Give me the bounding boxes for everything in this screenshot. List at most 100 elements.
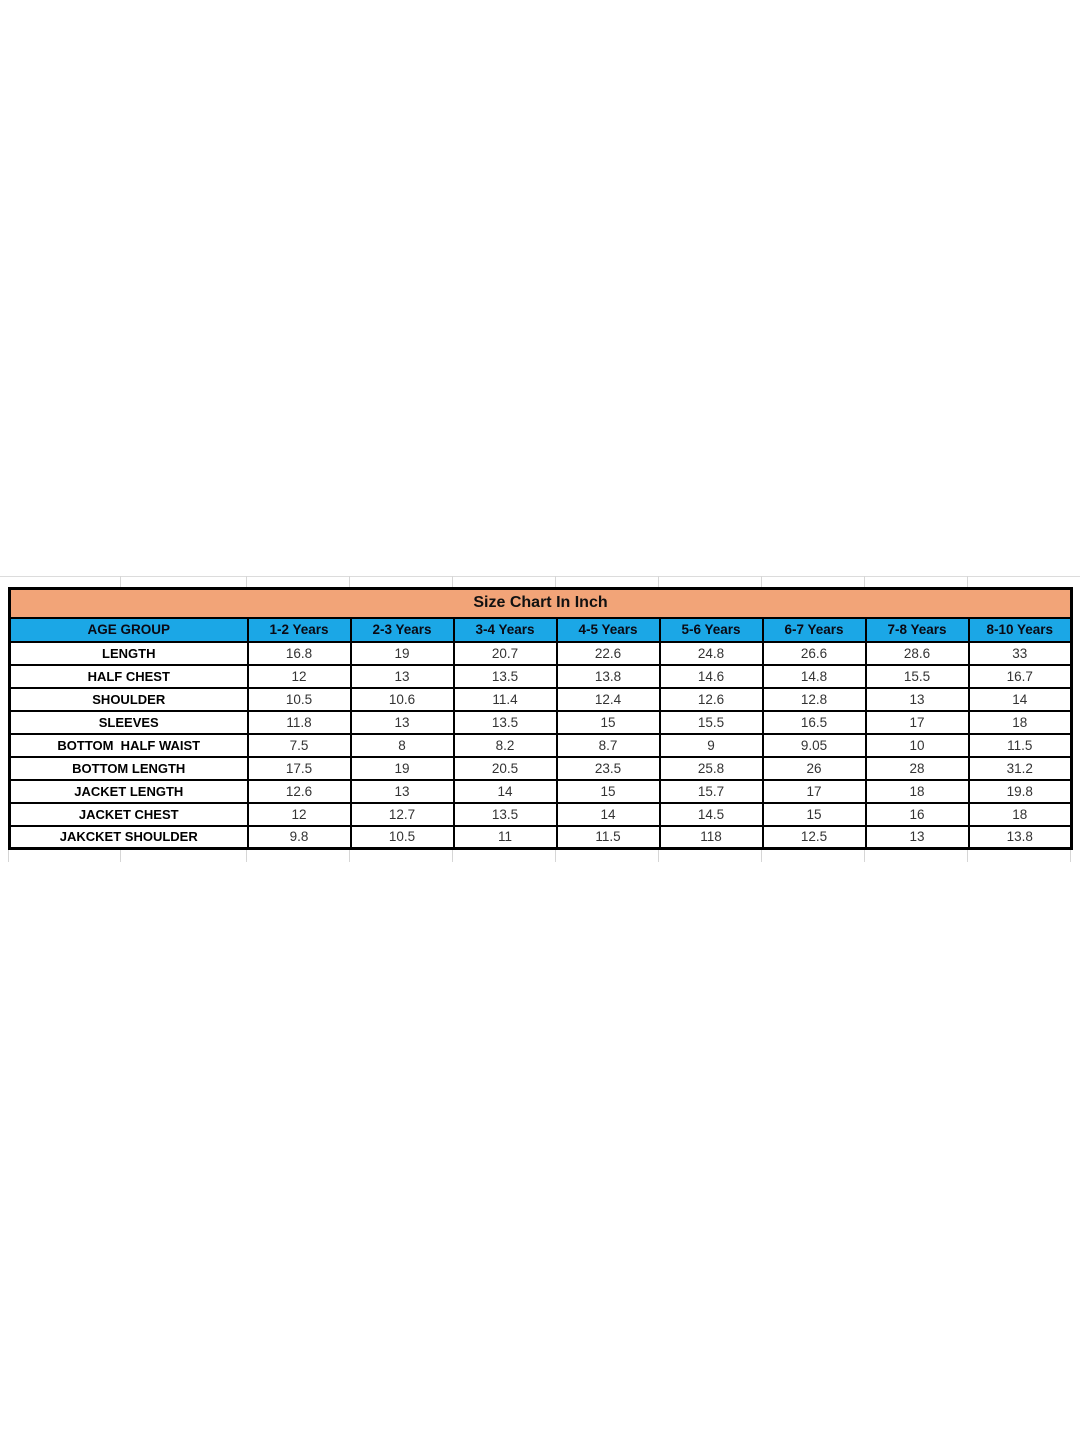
value-cell: 13.8 (555, 663, 661, 689)
gridline-stub (967, 849, 968, 862)
value-cell: 15 (761, 801, 867, 827)
value-cell: 17.5 (246, 755, 352, 781)
size-chart-table: Size Chart In Inch AGE GROUP 1-2 Years 2-3… (8, 587, 1073, 850)
column-header: 2-3 Years (349, 616, 455, 643)
value-cell: 12.6 (658, 686, 764, 712)
table-title-row: Size Chart In Inch (8, 587, 1073, 619)
gridline-stub (1070, 849, 1071, 862)
value-cell: 118 (658, 824, 764, 850)
value-cell: 9 (658, 732, 764, 758)
gridline-stub (8, 849, 9, 862)
row-label-cell: HALF CHEST (8, 663, 249, 689)
value-cell: 13 (349, 709, 455, 735)
value-cell: 20.7 (452, 640, 558, 666)
value-cell: 11.5 (555, 824, 661, 850)
value-cell: 23.5 (555, 755, 661, 781)
gridline-stub (246, 576, 247, 587)
value-cell: 13.5 (452, 709, 558, 735)
value-cell: 10.6 (349, 686, 455, 712)
gridline-stub (349, 576, 350, 587)
column-header: 4-5 Years (555, 616, 661, 643)
gridline-stub (246, 849, 247, 862)
value-cell: 16.5 (761, 709, 867, 735)
value-cell: 19 (349, 640, 455, 666)
gridline-stub (864, 849, 865, 862)
gridline-stub (658, 849, 659, 862)
gridline-stub (658, 576, 659, 587)
row-label-cell: BOTTOM HALF WAIST (8, 732, 249, 758)
column-header: 6-7 Years (761, 616, 867, 643)
value-cell: 14.6 (658, 663, 764, 689)
value-cell: 13 (349, 663, 455, 689)
gridline-stub (967, 576, 968, 587)
gridline-stub (761, 576, 762, 587)
value-cell: 12.7 (349, 801, 455, 827)
value-cell: 10.5 (246, 686, 352, 712)
table-row: BOTTOM HALF WAIST 7.5 8 8.2 8.7 9 9.05 10 11.5 (8, 732, 1073, 758)
row-label-cell: LENGTH (8, 640, 249, 666)
value-cell: 28 (864, 755, 970, 781)
column-header-age-group: AGE GROUP (8, 616, 249, 643)
value-cell: 14.5 (658, 801, 764, 827)
row-label-cell: SHOULDER (8, 686, 249, 712)
value-cell: 10.5 (349, 824, 455, 850)
value-cell: 9.05 (761, 732, 867, 758)
gridline-stub (120, 576, 121, 587)
value-cell: 15.7 (658, 778, 764, 804)
column-header: 8-10 Years (967, 616, 1073, 643)
value-cell: 14 (452, 778, 558, 804)
value-cell: 16.8 (246, 640, 352, 666)
table-title: Size Chart In Inch (8, 587, 1073, 619)
table-row: JACKET LENGTH 12.6 13 14 15 15.7 17 18 19.8 (8, 778, 1073, 804)
row-label-cell: JACKET CHEST (8, 801, 249, 827)
gridline-stub (555, 576, 556, 587)
value-cell: 19 (349, 755, 455, 781)
table-row: LENGTH 16.8 19 20.7 22.6 24.8 26.6 28.6 33 (8, 640, 1073, 666)
row-label-cell: JACKET LENGTH (8, 778, 249, 804)
value-cell: 25.8 (658, 755, 764, 781)
value-cell: 12.6 (246, 778, 352, 804)
value-cell: 12.5 (761, 824, 867, 850)
value-cell: 22.6 (555, 640, 661, 666)
value-cell: 13 (864, 686, 970, 712)
value-cell: 13.5 (452, 663, 558, 689)
value-cell: 13 (349, 778, 455, 804)
value-cell: 16 (864, 801, 970, 827)
value-cell: 17 (864, 709, 970, 735)
value-cell: 13 (864, 824, 970, 850)
value-cell: 12.4 (555, 686, 661, 712)
value-cell: 14.8 (761, 663, 867, 689)
table-row: SLEEVES 11.8 13 13.5 15 15.5 16.5 17 18 (8, 709, 1073, 735)
row-label-cell: JAKCKET SHOULDER (8, 824, 249, 850)
value-cell: 18 (967, 709, 1073, 735)
table-row: SHOULDER 10.5 10.6 11.4 12.4 12.6 12.8 13 14 (8, 686, 1073, 712)
value-cell: 15.5 (864, 663, 970, 689)
gridline-stub (452, 849, 453, 862)
gridline-stub (452, 576, 453, 587)
value-cell: 18 (967, 801, 1073, 827)
gridline-stub (349, 849, 350, 862)
table-row: JAKCKET SHOULDER 9.8 10.5 11 11.5 118 12.5 13 13… (8, 824, 1073, 850)
value-cell: 16.7 (967, 663, 1073, 689)
gridline-stub (555, 849, 556, 862)
value-cell: 7.5 (246, 732, 352, 758)
table-row: HALF CHEST 12 13 13.5 13.8 14.6 14.8 15.5 16.7 (8, 663, 1073, 689)
value-cell: 12.8 (761, 686, 867, 712)
value-cell: 11.4 (452, 686, 558, 712)
value-cell: 31.2 (967, 755, 1073, 781)
value-cell: 8 (349, 732, 455, 758)
value-cell: 12 (246, 801, 352, 827)
value-cell: 17 (761, 778, 867, 804)
table-row: BOTTOM LENGTH 17.5 19 20.5 23.5 25.8 26 28 31.2 (8, 755, 1073, 781)
value-cell: 15 (555, 778, 661, 804)
table-row: JACKET CHEST 12 12.7 13.5 14 14.5 15 16 18 (8, 801, 1073, 827)
value-cell: 28.6 (864, 640, 970, 666)
gridline-stub (120, 849, 121, 862)
column-header: 5-6 Years (658, 616, 764, 643)
value-cell: 11 (452, 824, 558, 850)
value-cell: 20.5 (452, 755, 558, 781)
column-header: 3-4 Years (452, 616, 558, 643)
value-cell: 13.5 (452, 801, 558, 827)
value-cell: 24.8 (658, 640, 764, 666)
